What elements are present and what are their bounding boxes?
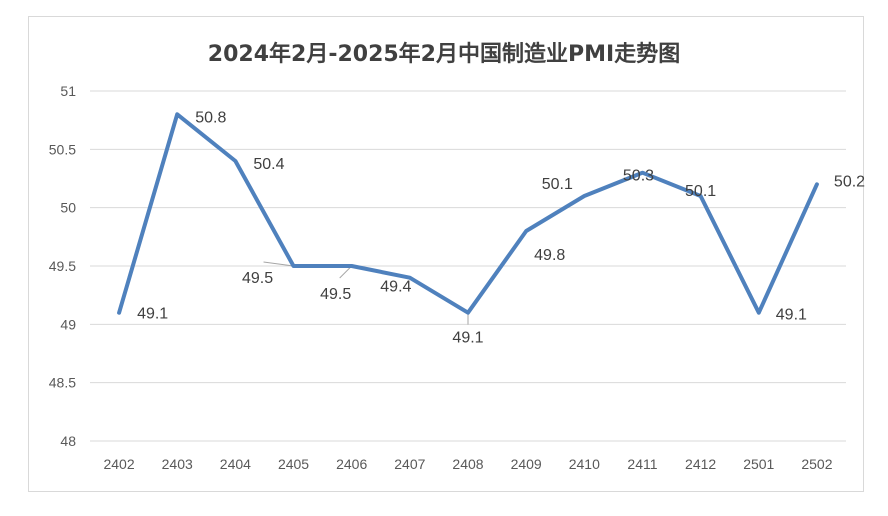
data-label: 49.5 bbox=[242, 270, 273, 287]
chart-title: 2024年2月-2025年2月中国制造业PMI走势图 bbox=[207, 42, 681, 67]
x-tick-label: 2409 bbox=[511, 456, 542, 472]
data-label: 49.8 bbox=[534, 247, 565, 264]
x-tick-label: 2403 bbox=[162, 456, 193, 472]
label-leader-line bbox=[263, 261, 294, 267]
y-tick-label: 49.5 bbox=[49, 258, 76, 274]
data-label: 50.1 bbox=[542, 176, 573, 193]
x-tick-label: 2411 bbox=[627, 456, 657, 472]
x-tick-label: 2406 bbox=[336, 456, 367, 472]
series-line bbox=[117, 112, 819, 315]
x-tick-label: 2412 bbox=[685, 456, 716, 472]
data-label: 49.5 bbox=[320, 286, 351, 303]
y-tick-label: 50 bbox=[60, 200, 76, 216]
y-tick-label: 51 bbox=[60, 83, 76, 99]
data-label: 49.4 bbox=[380, 279, 411, 296]
x-tick-label: 2408 bbox=[452, 456, 483, 472]
x-tick-label: 2501 bbox=[743, 456, 774, 472]
x-tick-label: 2402 bbox=[103, 456, 134, 472]
data-label: 49.1 bbox=[452, 330, 483, 347]
x-tick-label: 2410 bbox=[569, 456, 600, 472]
x-tick-label: 2502 bbox=[801, 456, 832, 472]
data-label: 50.8 bbox=[195, 109, 226, 126]
data-label: 50.4 bbox=[253, 156, 284, 173]
chart-frame bbox=[28, 16, 864, 492]
y-tick-label: 50.5 bbox=[49, 141, 76, 157]
y-tick-label: 48 bbox=[60, 433, 76, 449]
x-tick-label: 2405 bbox=[278, 456, 309, 472]
y-tick-label: 48.5 bbox=[49, 375, 76, 391]
data-label: 50.1 bbox=[685, 183, 716, 200]
y-tick-label: 49 bbox=[60, 316, 76, 332]
data-label: 49.1 bbox=[137, 306, 168, 323]
x-tick-label: 2404 bbox=[220, 456, 251, 472]
data-label: 49.1 bbox=[776, 307, 807, 324]
x-tick-label: 2407 bbox=[394, 456, 425, 472]
data-label: 50.3 bbox=[623, 168, 654, 185]
data-label: 50.2 bbox=[834, 173, 865, 190]
